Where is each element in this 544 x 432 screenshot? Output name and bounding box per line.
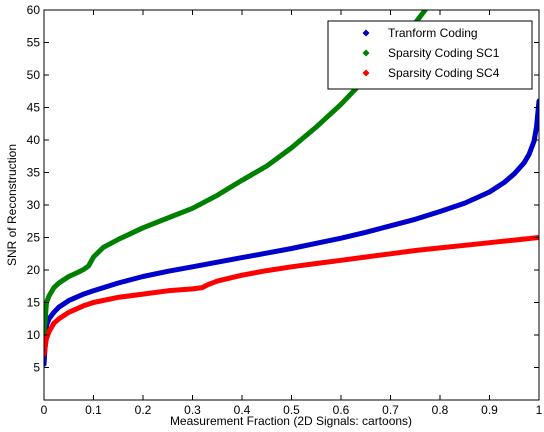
- legend-box: [327, 20, 533, 90]
- x-tick-label: 0.2: [135, 403, 152, 417]
- x-tick-label: 1: [536, 403, 543, 417]
- y-tick-label: 25: [27, 231, 41, 245]
- legend-label-1: Tranform Coding: [388, 26, 478, 40]
- x-tick-label: 0.6: [333, 403, 350, 417]
- y-tick-label: 40: [27, 133, 41, 147]
- y-tick-label: 55: [27, 36, 41, 50]
- legend-marker-1: [362, 29, 370, 37]
- y-tick-label: 30: [27, 198, 41, 212]
- y-tick-label: 60: [27, 3, 41, 17]
- y-tick-label: 20: [27, 263, 41, 277]
- series-line-2: [44, 10, 428, 338]
- x-tick-label: 0.3: [184, 403, 201, 417]
- series-line-1: [44, 98, 539, 367]
- x-tick-label: 0.1: [85, 403, 102, 417]
- x-tick-label: 0.7: [382, 403, 399, 417]
- y-tick-label: 15: [27, 296, 41, 310]
- legend: Tranform Coding Sparsity Coding SC1 Sparsi…: [327, 20, 533, 90]
- x-tick-label: 0.8: [432, 403, 449, 417]
- tick-layer: 0 0.1 0.2 0.3 0.4 0.5 0.6 0.7 0.8 0.9 151015202530…: [27, 3, 543, 417]
- series-line-3: [44, 235, 539, 357]
- legend-marker-3: [362, 69, 370, 77]
- legend-marker-2: [362, 49, 370, 57]
- y-tick-label: 50: [27, 68, 41, 82]
- x-tick-label: 0.4: [234, 403, 251, 417]
- y-axis-title: SNR of Reconstruction: [5, 144, 19, 266]
- x-tick-label: 0.9: [481, 403, 498, 417]
- y-tick-label: 45: [27, 101, 41, 115]
- series-layer: [44, 10, 539, 367]
- x-tick-label: 0.5: [283, 403, 300, 417]
- legend-label-3: Sparsity Coding SC4: [388, 66, 500, 80]
- x-axis-title: Measurement Fraction (2D Signals: cartoo…: [170, 414, 412, 428]
- y-tick-label: 10: [27, 328, 41, 342]
- legend-label-2: Sparsity Coding SC1: [388, 46, 500, 60]
- y-tick-label: 5: [33, 361, 40, 375]
- x-tick-label: 0: [41, 403, 48, 417]
- y-tick-label: 35: [27, 166, 41, 180]
